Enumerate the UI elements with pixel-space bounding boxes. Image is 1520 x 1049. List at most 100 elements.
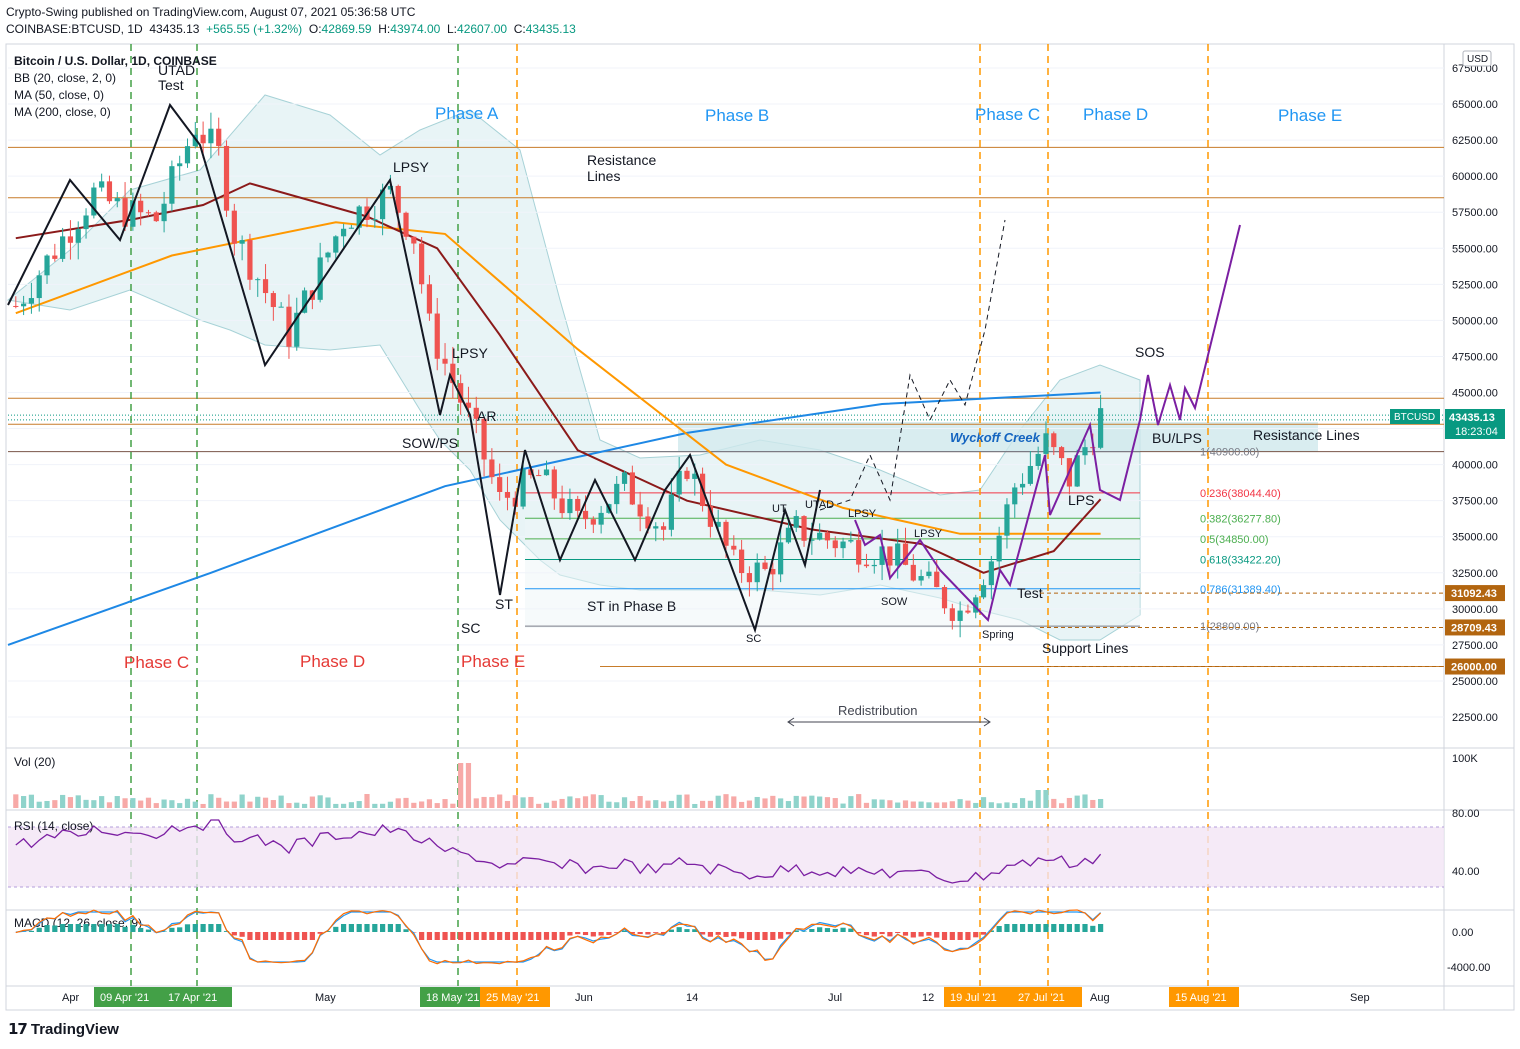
macd-hist-bar: [598, 932, 604, 936]
time-highlight: [944, 987, 1014, 1007]
candle-body: [395, 185, 401, 213]
macd-hist-bar: [426, 932, 433, 940]
volume-bar: [458, 763, 464, 808]
resistance-label-2: Lines: [587, 168, 620, 184]
time-highlight-label: 18 May '21: [426, 992, 479, 1004]
candle-body: [840, 541, 846, 549]
legend-bb: BB (20, close, 2, 0): [14, 71, 116, 85]
time-label: Jul: [828, 992, 842, 1004]
macd-hist-bar: [621, 930, 628, 932]
macd-hist-bar: [348, 924, 354, 932]
volume-bar: [653, 800, 659, 808]
volume-bar: [340, 803, 347, 808]
volume-bar: [52, 800, 58, 808]
volume-bar: [879, 799, 885, 808]
volume-bar: [1004, 802, 1010, 808]
utad-label-2: UTAD: [805, 499, 834, 511]
volume-bar: [1012, 803, 1018, 808]
legend-ma200: MA (200, close, 0): [14, 105, 111, 119]
volume-bar: [746, 800, 753, 808]
volume-bar: [785, 801, 792, 808]
candle-body: [411, 236, 417, 244]
resistance-lines-right: Resistance Lines: [1253, 427, 1360, 443]
price-tick: 27500.00: [1452, 640, 1498, 652]
volume-bar: [754, 796, 760, 808]
macd-hist-bar: [668, 929, 674, 932]
macd-hist-bar: [754, 932, 760, 940]
sc-label-2: SC: [746, 633, 761, 645]
volume-bar: [614, 802, 620, 808]
candle-body: [231, 210, 237, 244]
volume-bar: [840, 803, 846, 808]
price-tick: 37500.00: [1452, 496, 1498, 508]
candle-body: [684, 470, 690, 479]
volume-bar: [770, 795, 776, 808]
candle-body: [1019, 483, 1026, 488]
candle-body: [575, 498, 581, 511]
candle-body: [301, 290, 308, 313]
symbol-tag: [1390, 409, 1440, 424]
phase-a-label: Phase A: [435, 104, 499, 123]
st-phase-b-label: ST in Phase B: [587, 598, 676, 614]
currency-badge[interactable]: [1462, 50, 1492, 67]
macd-hist-bar: [715, 932, 721, 935]
macd-hist-bar: [926, 932, 932, 936]
candle-body: [1098, 408, 1104, 448]
macd-hist-bar: [200, 924, 206, 932]
price-tick: 57500.00: [1452, 207, 1498, 219]
support-lines-label: Support Lines: [1042, 640, 1128, 656]
volume-bar: [262, 797, 269, 808]
signal-line: [15, 909, 1102, 965]
phase-d-label: Phase D: [1083, 105, 1148, 124]
resistance-label-1: Resistance: [587, 152, 656, 168]
macd-hist-bar: [817, 927, 823, 932]
time-label: 12: [922, 992, 934, 1004]
time-highlight-label: 17 Apr '21: [168, 992, 217, 1004]
volume-bar: [270, 800, 276, 808]
fib-label: 0.5(34850.00): [1200, 534, 1269, 546]
volume-bar: [426, 799, 433, 808]
time-highlight-label: 15 Aug '21: [1175, 992, 1227, 1004]
volume-bar: [247, 801, 253, 808]
macd-hist-bar: [778, 932, 784, 939]
macd-hist-bar: [356, 924, 362, 932]
candle-body: [934, 571, 940, 588]
volume-bar: [856, 794, 862, 808]
macd-hist-bar: [793, 930, 799, 932]
phase-e-label: Phase E: [1278, 106, 1342, 125]
st-label: ST: [495, 596, 513, 612]
candle-body: [450, 363, 456, 384]
candle-body: [520, 469, 526, 507]
macd-hist-bar: [996, 926, 1002, 932]
macd-hist-bar: [301, 932, 308, 940]
marker-tag-text: 26000.00: [1451, 662, 1497, 674]
volume-bar: [169, 800, 175, 808]
candle-body: [582, 510, 589, 520]
volume-bar: [1090, 799, 1096, 808]
time-highlight-label: 19 Jul '21: [950, 992, 997, 1004]
volume-bar: [1051, 798, 1057, 808]
candle-body: [785, 527, 792, 543]
price-tick: 62500.00: [1452, 135, 1498, 147]
open-value: 42869.59: [321, 22, 372, 36]
volume-bar: [286, 803, 292, 808]
macd-hist-bar: [372, 924, 378, 932]
volume-bar: [887, 800, 893, 808]
macd-hist-bar: [653, 932, 659, 933]
macd-hist-bar: [731, 932, 737, 937]
volume-bar: [255, 796, 261, 808]
candle-body: [200, 134, 206, 144]
macd-hist-bar: [364, 924, 370, 932]
candle-body: [543, 469, 550, 476]
volume-bar: [801, 796, 807, 808]
macd-hist-bar: [60, 924, 66, 932]
candle-body: [551, 469, 557, 499]
volume-bar: [1066, 797, 1072, 808]
candle-body: [949, 608, 955, 621]
time-axis: Apr May Jun 14 Jul 12 Aug Sep 09 Apr '21 17 Apr '…: [62, 987, 1370, 1007]
macd-hist-bar: [223, 931, 230, 932]
volume-bar: [707, 800, 713, 808]
wyckoff-labels: UTAD Test Resistance Lines LPSY LPSY AR …: [158, 62, 1360, 656]
candle-body: [996, 535, 1002, 562]
